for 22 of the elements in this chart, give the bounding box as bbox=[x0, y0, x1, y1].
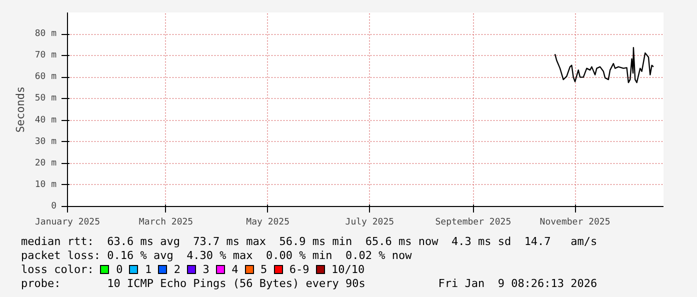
y-tick-label: 40 m bbox=[34, 115, 57, 126]
y-tick-label: 50 m bbox=[34, 94, 57, 104]
text: packet loss: 0.16 % avg 4.30 % max 0.00 % min 0.02 % now bbox=[21, 249, 413, 263]
y-tick-label: 20 m bbox=[34, 158, 57, 168]
x-tick-label: May 2025 bbox=[246, 218, 290, 228]
y-tick-label: 80 m bbox=[34, 29, 57, 40]
x-tick-label: July 2025 bbox=[345, 218, 394, 228]
x-tick-label: March 2025 bbox=[138, 218, 194, 228]
text: median rtt: 63.6 ms avg 73.7 ms max 56.9 ms min 65.6 ms now 4.3 ms sd 14.7 am/s bbox=[21, 235, 598, 249]
x-tick-label: September 2025 bbox=[435, 218, 512, 228]
y-tick-label: 10 m bbox=[34, 180, 57, 190]
line-series bbox=[554, 47, 654, 84]
text: Fri Jan 9 08:26:13 2026 bbox=[438, 277, 598, 291]
text: probe: 10 ICMP Echo Pings (56 Bytes) every 90s bbox=[21, 277, 366, 291]
y-axis-title: Seconds bbox=[14, 86, 27, 133]
y-tick-label: 0 bbox=[51, 202, 57, 212]
x-tick-label: January 2025 bbox=[34, 218, 100, 228]
y-tick-label: 60 m bbox=[34, 72, 57, 82]
y-tick-label: 70 m bbox=[34, 50, 57, 61]
text: loss color: 0 1 2 3 4 5 6-9 10/10 bbox=[21, 263, 365, 276]
y-tick-label: 30 m bbox=[34, 136, 57, 147]
x-tick-label: November 2025 bbox=[540, 218, 610, 228]
